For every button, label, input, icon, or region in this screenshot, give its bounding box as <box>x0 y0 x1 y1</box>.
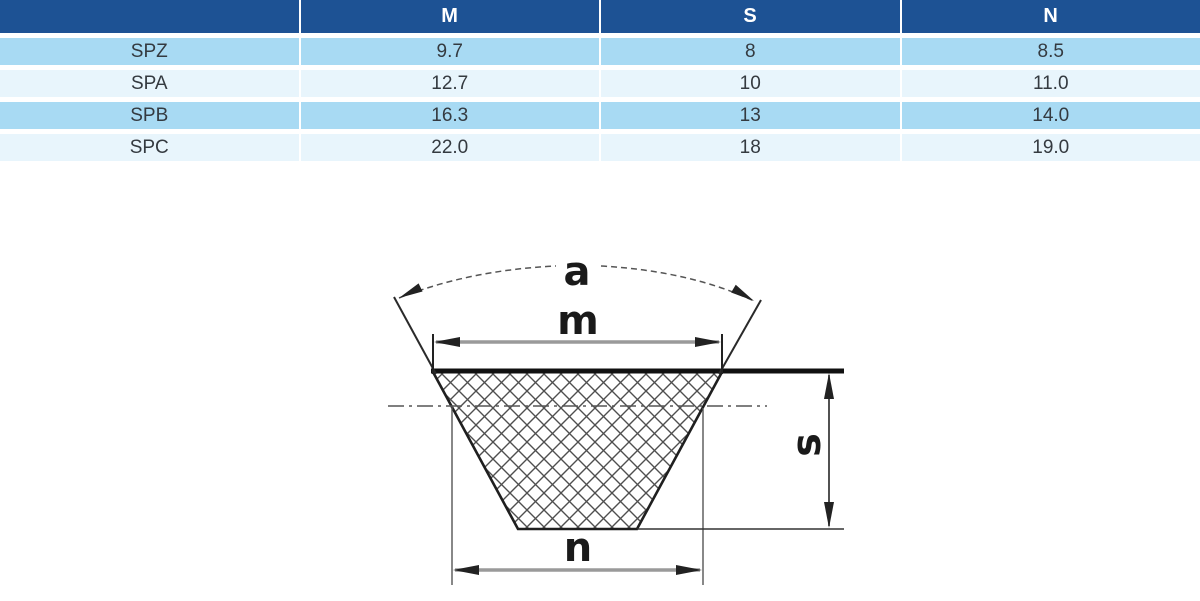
column-header-profile <box>0 0 299 33</box>
column-header-s: S <box>601 0 900 33</box>
angle-arc-right <box>600 265 755 302</box>
height-label: s <box>784 433 830 457</box>
top-width-label: m <box>557 298 599 344</box>
row-spa-m: 12.7 <box>300 70 599 97</box>
dim-s-arrowhead-top <box>824 373 834 399</box>
row-spa-s: 10 <box>601 70 900 97</box>
row-spc-n: 19.0 <box>901 134 1200 161</box>
pitch-width-label: n <box>564 525 592 571</box>
angle-arc-left <box>398 265 557 299</box>
row-spz-n: 8.5 <box>901 38 1200 65</box>
dim-n-arrowhead-left <box>453 565 479 575</box>
dim-n-arrowhead-right <box>676 565 702 575</box>
row-spb-s: 13 <box>601 102 900 129</box>
angle-label: a <box>564 249 591 295</box>
column-header-m: M <box>300 0 599 33</box>
row-spz-name: SPZ <box>0 38 299 65</box>
row-spz-s: 8 <box>601 38 900 65</box>
row-spb-n: 14.0 <box>901 102 1200 129</box>
belt-dimensions-table: M S N SPZ 9.7 8 8.5 SPA 12.7 10 11.0 SPB… <box>0 0 1200 161</box>
row-spb-name: SPB <box>0 102 299 129</box>
dim-m-arrowhead-left <box>434 337 460 347</box>
row-spz-m: 9.7 <box>300 38 599 65</box>
angle-arc-arrowhead-left <box>399 283 423 298</box>
row-spc-s: 18 <box>601 134 900 161</box>
row-spa-name: SPA <box>0 70 299 97</box>
row-spa-n: 11.0 <box>901 70 1200 97</box>
dim-m-arrowhead-right <box>695 337 721 347</box>
angle-arc-arrowhead-right <box>731 284 754 301</box>
dim-s-arrowhead-bottom <box>824 502 834 528</box>
row-spc-m: 22.0 <box>300 134 599 161</box>
row-spb-m: 16.3 <box>300 102 599 129</box>
row-spc-name: SPC <box>0 134 299 161</box>
column-header-n: N <box>901 0 1200 33</box>
left-flank-extension-line <box>393 296 437 375</box>
right-flank-extension-line <box>718 299 762 375</box>
belt-body <box>430 370 725 531</box>
